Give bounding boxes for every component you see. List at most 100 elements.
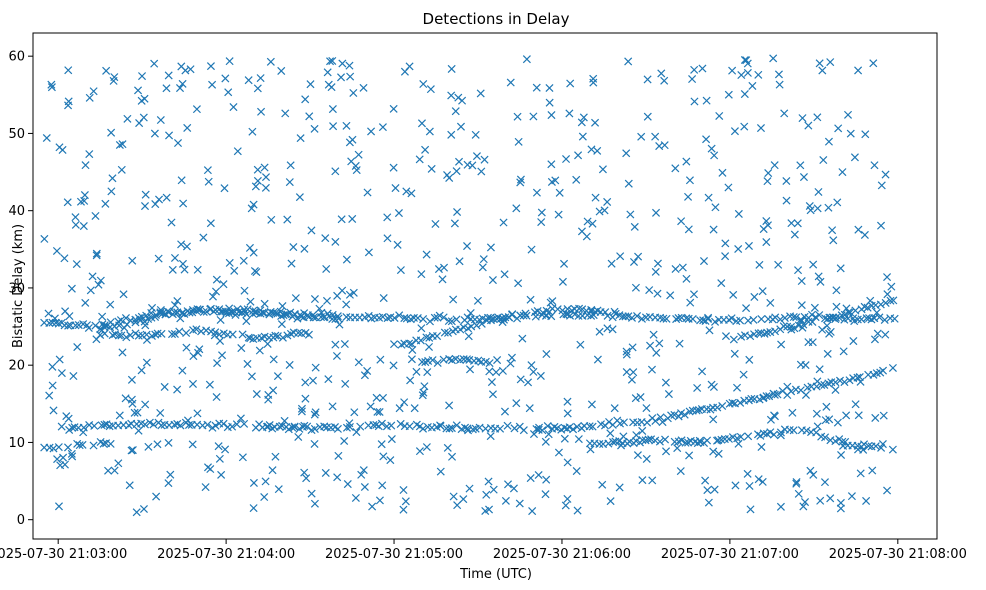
scatter-point [132,508,141,517]
scatter-point [482,490,491,499]
scatter-point [183,123,192,132]
track-point [377,419,386,428]
scatter-point [797,301,806,310]
scatter-point [617,441,626,450]
scatter-point [527,361,536,370]
scatter-point [526,295,535,304]
scatter-point [615,483,624,492]
scatter-point [181,66,190,75]
scatter-point [213,359,222,368]
scatter-point [732,383,742,392]
scatter-point [249,478,258,487]
scatter-point [797,276,806,286]
scatter-point [660,141,669,150]
scatter-point [141,400,150,409]
scatter-point [104,466,113,475]
track-point [288,423,297,432]
scatter-point [500,270,509,279]
track-point [260,308,269,318]
scatter-point [524,378,533,387]
track-point [802,426,811,435]
scatter-point [849,337,858,346]
plot-frame [32,32,938,540]
track-point [831,437,840,446]
scatter-point [60,254,69,263]
scatter-point [805,201,814,211]
track-point [215,305,224,314]
track-point [857,315,866,324]
scatter-point [828,226,837,235]
scatter-point [824,203,833,212]
track-point [851,306,860,315]
track-point [501,313,510,322]
scatter-point [57,369,66,378]
scatter-point [463,242,472,251]
track-point [294,328,303,337]
track-point [126,331,135,340]
track-point [621,312,630,321]
scatter-point [402,187,411,196]
scatter-point [842,304,851,313]
scatter-point [342,300,351,309]
scatter-point [118,348,127,357]
track-point [787,387,796,396]
scatter-point [766,298,775,307]
track-point [60,321,69,330]
track-point [221,307,230,316]
scatter-point [728,398,737,407]
scatter-point [829,236,838,245]
scatter-point [160,382,169,391]
scatter-point [357,470,366,479]
track-point [54,443,63,452]
scatter-point [271,452,280,461]
scatter-point [809,260,818,269]
scatter-point [792,478,801,487]
track-point [831,313,841,322]
scatter-point [648,476,657,485]
scatter-point [295,193,304,202]
scatter-point [281,109,290,118]
track-point [661,435,670,444]
scatter-point [819,155,828,165]
track-point [227,308,236,317]
scatter-point [118,140,127,149]
scatter-point [762,238,771,247]
scatter-point [205,380,214,389]
scatter-point [260,493,269,502]
scatter-point [653,289,662,298]
scatter-point [328,402,337,411]
scatter-point [422,250,431,259]
scatter-point [801,390,810,399]
scatter-point [798,323,807,332]
track-point [688,314,697,324]
track-point [251,307,260,316]
scatter-point [782,196,791,205]
scatter-point [851,400,860,409]
scatter-point [711,203,720,212]
scatter-point [80,196,89,205]
scatter-point [734,439,743,448]
scatter-point [595,207,604,216]
scatter-point [256,74,265,83]
scatter-point [777,340,786,349]
scatter-point [710,151,719,160]
scatter-point [686,298,695,307]
scatter-point [846,129,855,138]
scatter-point [754,70,763,79]
scatter-point [804,338,813,347]
scatter-point [554,210,563,219]
scatter-point [383,234,392,243]
scatter-point [740,122,749,131]
scatter-point [666,291,675,300]
scatter-point [826,58,835,67]
scatter-point [809,470,818,479]
track-point [867,315,876,324]
scatter-point [622,368,631,377]
track-point [601,308,610,317]
scatter-point [682,274,691,283]
track-point [278,333,287,342]
scatter-point [48,362,57,371]
scatter-point [500,407,509,416]
scatter-point [71,213,80,222]
scatter-point [833,198,842,207]
